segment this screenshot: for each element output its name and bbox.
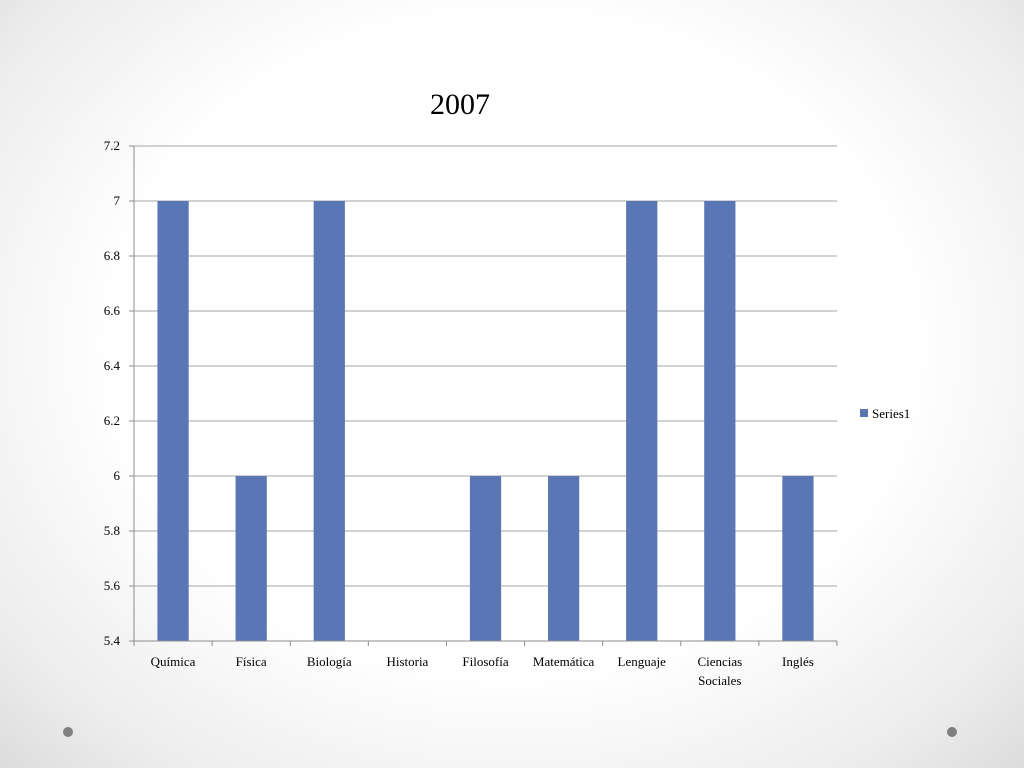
slide-dot-left: [63, 727, 73, 737]
x-tick-label: Historia: [386, 654, 428, 669]
bar-física: [235, 476, 267, 641]
bar-filosofía: [469, 476, 502, 641]
x-tick-label: Química: [151, 654, 196, 669]
bar-lenguaje: [626, 201, 658, 641]
y-tick-label: 5.8: [104, 523, 120, 538]
x-tick-label: Biología: [307, 654, 352, 669]
x-tick-label: Lenguaje: [618, 654, 667, 669]
y-tick-label: 6: [114, 468, 121, 483]
y-tick-label: 6.4: [104, 358, 121, 373]
slide-dot-right: [947, 727, 957, 737]
x-tick-label: Filosofía: [462, 654, 508, 669]
legend: Series1: [860, 406, 910, 421]
y-tick-label: 5.4: [104, 633, 121, 648]
y-tick-label: 6.2: [104, 413, 120, 428]
y-tick-label: 7.2: [104, 138, 120, 153]
bar-matemática: [547, 476, 580, 641]
x-tick-label: Matemática: [533, 654, 595, 669]
y-tick-label: 7: [114, 193, 121, 208]
bar-química: [157, 201, 189, 641]
bar-inglés: [782, 476, 814, 641]
y-tick-labels: 5.4 5.6 5.8 6 6.2 6.4 6.6 6.8 7 7.2: [104, 138, 121, 648]
y-tick-label: 6.6: [104, 303, 121, 318]
x-tick-labels: Química Física Biología Historia Filosofía Ma…: [151, 654, 814, 688]
bar-biología: [313, 201, 345, 641]
bars: [157, 201, 814, 641]
x-tick-label: Ciencias Sociales: [697, 654, 742, 688]
chart-title: 2007: [430, 88, 490, 121]
y-tick-label: 5.6: [104, 578, 121, 593]
x-tick-label: Inglés: [782, 654, 814, 669]
axes: [129, 145, 838, 646]
legend-label-series1: Series1: [872, 406, 910, 421]
y-tick-label: 6.8: [104, 248, 120, 263]
legend-swatch-series1: [860, 409, 868, 417]
x-tick-label: Física: [236, 654, 267, 669]
bar-ciencias-sociales: [704, 201, 736, 641]
